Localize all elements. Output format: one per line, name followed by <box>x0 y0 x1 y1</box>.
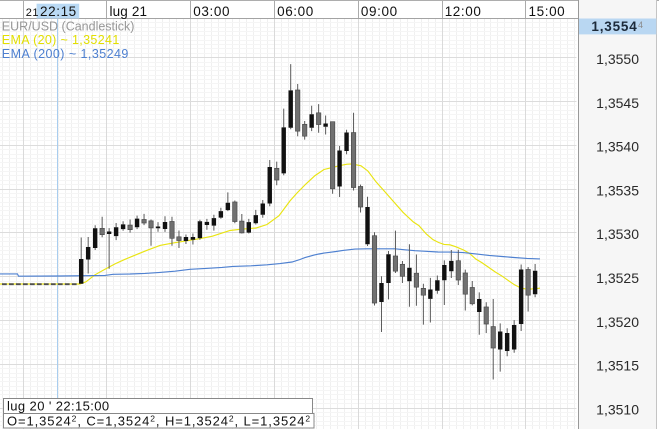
svg-text:12:00: 12:00 <box>445 4 482 19</box>
svg-text:1,3535: 1,3535 <box>596 182 639 198</box>
svg-text:4: 4 <box>638 20 643 30</box>
svg-text:21: 21 <box>26 7 39 19</box>
svg-text:1,3510: 1,3510 <box>596 401 639 417</box>
svg-text:06:00: 06:00 <box>277 4 314 19</box>
svg-text:EUR/USD (Candlestick): EUR/USD (Candlestick) <box>2 20 135 34</box>
svg-text:1,3550: 1,3550 <box>596 51 639 67</box>
svg-text:1,3540: 1,3540 <box>596 139 639 155</box>
svg-text:15:00: 15:00 <box>529 4 566 19</box>
svg-text:03:00: 03:00 <box>193 4 230 19</box>
svg-text:lug 21: lug 21 <box>110 4 148 19</box>
svg-text:1,3530: 1,3530 <box>596 226 639 242</box>
svg-text:1,3554: 1,3554 <box>591 19 637 34</box>
svg-text:22:15: 22:15 <box>40 4 77 19</box>
svg-text:1,3515: 1,3515 <box>596 358 639 374</box>
svg-text:09:00: 09:00 <box>361 4 398 19</box>
svg-text:1,3525: 1,3525 <box>596 270 639 286</box>
svg-text:EMA (20) ~ 1,35241: EMA (20) ~ 1,35241 <box>2 33 120 47</box>
svg-text:O=1,35242, C=1,35242, H=1,3524: O=1,35242, C=1,35242, H=1,35242, L=1,352… <box>7 413 311 428</box>
svg-text:lug 20 ' 22:15:00: lug 20 ' 22:15:00 <box>7 398 110 413</box>
svg-text:EMA (200) ~ 1,35249: EMA (200) ~ 1,35249 <box>2 47 129 61</box>
svg-text:1,3520: 1,3520 <box>596 314 639 330</box>
svg-text:1,3545: 1,3545 <box>596 95 639 111</box>
